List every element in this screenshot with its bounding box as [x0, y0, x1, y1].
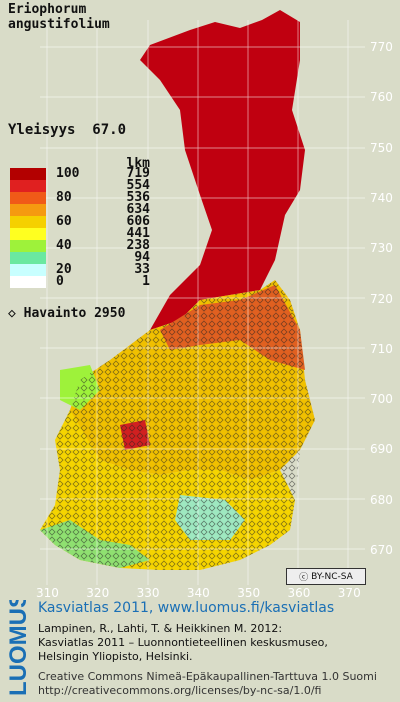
- legend-label: 40: [56, 238, 72, 253]
- legend-count: 238: [126, 238, 150, 253]
- legend-label: 20: [56, 262, 72, 277]
- y-tick-label: 700: [370, 392, 393, 407]
- x-tick-label: 350: [237, 586, 261, 600]
- y-tick-label: 770: [370, 40, 393, 54]
- x-tick-label: 320: [86, 586, 110, 600]
- logo-text: LUOMUS: [5, 600, 32, 696]
- legend-count: 94: [134, 250, 150, 265]
- citation-line-2: Kasviatlas 2011 – Luonnontieteellinen ke…: [38, 636, 328, 649]
- license-line-1: Creative Commons Nimeä-Epäkaupallinen-Ta…: [38, 670, 377, 683]
- legend-count: 554: [126, 178, 150, 193]
- legend-header: lkm: [126, 156, 150, 171]
- legend-swatch: [10, 204, 46, 216]
- map-north: [140, 10, 305, 330]
- footer: [0, 598, 400, 702]
- legend-count: 536: [126, 190, 150, 205]
- x-tick-label: 330: [136, 586, 160, 600]
- x-tick-label: 310: [36, 586, 59, 600]
- frequency-readout: Yleisyys 67.0: [8, 122, 126, 138]
- legend-label: 60: [56, 214, 72, 229]
- y-tick-label: 670: [370, 543, 393, 557]
- citation-line-1: Lampinen, R., Lahti, T. & Heikkinen M. 2…: [38, 622, 283, 635]
- y-tick-label: 760: [370, 90, 393, 105]
- legend-count: 606: [126, 214, 150, 229]
- frequency-value: 67.0: [92, 122, 127, 138]
- diamond-icon: ◇: [8, 306, 16, 321]
- legend-swatch: [10, 216, 46, 228]
- x-tick-label: 340: [186, 586, 210, 600]
- x-tick-label: 360: [287, 586, 311, 600]
- citation-line-3: Helsingin Yliopisto, Helsinki.: [38, 650, 193, 663]
- legend-label: 100: [56, 166, 80, 181]
- y-tick-label: 720: [370, 291, 393, 306]
- y-tick-label: 730: [370, 241, 393, 256]
- x-tick-label: 370: [337, 586, 361, 600]
- species-title: Eriophorum angustifolium: [8, 2, 110, 32]
- observation-value: 2950: [94, 306, 126, 321]
- cc-icon: ⓒ: [299, 573, 309, 583]
- species-genus: Eriophorum: [8, 2, 87, 17]
- legend-swatch: [10, 252, 46, 264]
- legend-swatch: [10, 192, 46, 204]
- observation-readout: ◇ Havainto 2950: [8, 306, 125, 321]
- license-url[interactable]: http://creativecommons.org/licenses/by-n…: [38, 684, 322, 697]
- license-text: Creative Commons Nimeä-Epäkaupallinen-Ta…: [38, 670, 377, 698]
- legend-swatch: [10, 168, 46, 180]
- y-tick-label: 740: [370, 190, 393, 205]
- legend-swatch: [10, 264, 46, 276]
- distribution-map: [40, 10, 365, 585]
- legend-count: 719: [126, 166, 150, 181]
- y-tick-label: 680: [370, 492, 393, 507]
- legend-swatch: [10, 276, 46, 288]
- legend-label: 0: [56, 274, 64, 289]
- legend-label: 80: [56, 190, 72, 205]
- legend-count: 33: [134, 262, 150, 277]
- observation-label: Havainto: [23, 306, 87, 321]
- y-tick-label: 750: [370, 140, 393, 155]
- species-epithet: angustifolium: [8, 17, 110, 32]
- citation: Lampinen, R., Lahti, T. & Heikkinen M. 2…: [38, 622, 328, 664]
- license-badge-label: BY-NC-SA: [311, 571, 353, 582]
- luomus-logo: LUOMUS: [5, 600, 32, 696]
- license-badge[interactable]: ⓒ BY-NC-SA: [286, 568, 366, 585]
- atlas-link[interactable]: Kasviatlas 2011, www.luomus.fi/kasviatla…: [38, 600, 335, 616]
- legend-swatch: [10, 240, 46, 252]
- legend-count: 634: [126, 202, 150, 217]
- y-tick-label: 690: [370, 442, 393, 457]
- legend-count: 441: [126, 226, 150, 241]
- legend-swatch: [10, 228, 46, 240]
- map-grid: [40, 20, 365, 585]
- y-tick-label: 710: [370, 341, 393, 356]
- legend-swatch: [10, 180, 46, 192]
- legend-count: 1: [142, 274, 150, 289]
- observation-markers: [40, 280, 315, 570]
- frequency-label: Yleisyys: [8, 122, 76, 138]
